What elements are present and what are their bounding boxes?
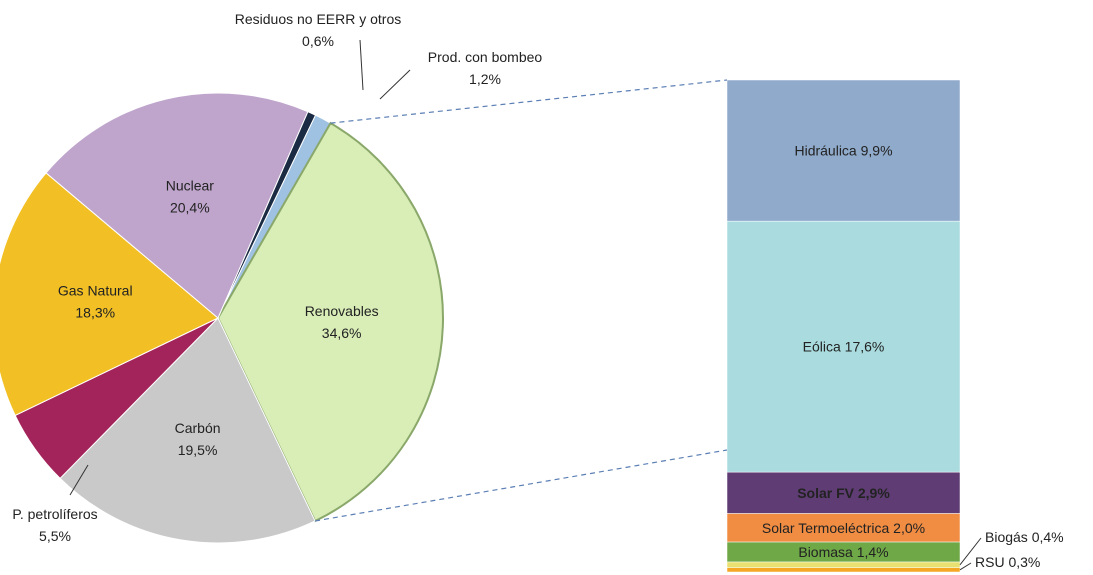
connector bbox=[330, 79, 728, 124]
label-value: 0,4% bbox=[1032, 529, 1064, 545]
label-name: Solar FV bbox=[797, 485, 854, 501]
pie-slice bbox=[59, 317, 316, 544]
bar-segment bbox=[726, 471, 961, 514]
label-name: Prod. con bombeo bbox=[428, 49, 543, 65]
leader-line bbox=[959, 562, 972, 571]
label-name: Nuclear bbox=[166, 177, 215, 193]
leader-line bbox=[69, 464, 89, 496]
label-name: Eólica bbox=[803, 338, 841, 354]
connector bbox=[314, 449, 728, 522]
label-value: 2,0% bbox=[893, 519, 925, 535]
label-value: 0,3% bbox=[1008, 554, 1040, 570]
segment-label: Eólica 17,6% bbox=[803, 338, 885, 354]
label-value: 5,5% bbox=[39, 528, 71, 544]
slice-label: Prod. con bombeo 1,2% bbox=[428, 49, 543, 87]
pie-slice bbox=[45, 92, 309, 319]
label-name: RSU bbox=[975, 554, 1005, 570]
label-value: 2,9% bbox=[858, 485, 890, 501]
label-value: 1,4% bbox=[857, 544, 889, 560]
segment-label: Biogás 0,4% bbox=[985, 529, 1064, 545]
pie-slice bbox=[0, 172, 219, 417]
segment-label: RSU 0,3% bbox=[975, 554, 1040, 570]
slice-label: Gas Natural 18,3% bbox=[58, 282, 133, 320]
pie-slice bbox=[216, 121, 444, 523]
segment-label: Solar FV 2,9% bbox=[797, 485, 890, 501]
label-value: 9,9% bbox=[861, 142, 893, 158]
bar-segment bbox=[726, 513, 961, 543]
leader-line bbox=[379, 69, 411, 100]
label-name: Hidráulica bbox=[794, 142, 856, 158]
label-value: 34,6% bbox=[322, 324, 362, 340]
label-name: Biogás bbox=[985, 529, 1028, 545]
slice-label: Renovables 34,6% bbox=[305, 302, 379, 340]
slice-label: Nuclear 20,4% bbox=[166, 177, 215, 215]
segment-label: Biomasa 1,4% bbox=[798, 544, 888, 560]
label-value: 18,3% bbox=[75, 304, 115, 320]
label-name: Gas Natural bbox=[58, 282, 133, 298]
label-name: Renovables bbox=[305, 302, 379, 318]
label-name: P. petrolíferos bbox=[12, 506, 97, 522]
segment-label: Hidráulica 9,9% bbox=[794, 142, 892, 158]
label-name: Residuos no EERR y otros bbox=[235, 11, 402, 27]
slice-label: P. petrolíferos 5,5% bbox=[12, 506, 97, 544]
label-name: Biomasa bbox=[798, 544, 853, 560]
bar-segment bbox=[726, 561, 961, 568]
segment-label: Solar Termoeléctrica 2,0% bbox=[762, 519, 925, 535]
slice-label: Residuos no EERR y otros 0,6% bbox=[235, 11, 402, 49]
bar-segment bbox=[726, 79, 961, 222]
label-value: 19,5% bbox=[178, 442, 218, 458]
leader-line bbox=[959, 537, 982, 566]
label-value: 0,6% bbox=[302, 33, 334, 49]
label-name: Carbón bbox=[175, 420, 221, 436]
label-value: 1,2% bbox=[469, 71, 501, 87]
label-value: 17,6% bbox=[845, 338, 885, 354]
label-name: Solar Termoeléctrica bbox=[762, 519, 890, 535]
slice-label: Carbón 19,5% bbox=[175, 420, 221, 458]
bar-segment bbox=[726, 567, 961, 573]
bar-segment bbox=[726, 220, 961, 473]
leader-line bbox=[359, 39, 364, 91]
label-value: 20,4% bbox=[170, 199, 210, 215]
